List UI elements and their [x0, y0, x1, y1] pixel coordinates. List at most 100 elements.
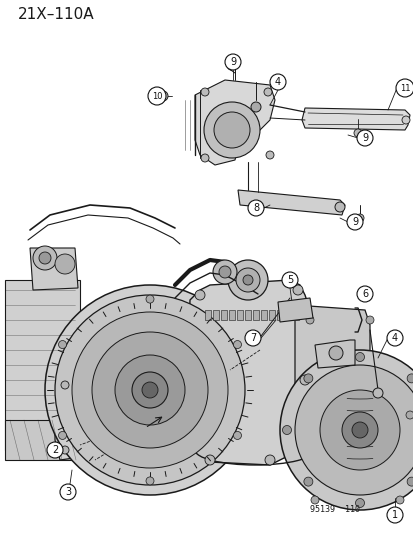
Circle shape [247, 200, 263, 216]
Circle shape [355, 214, 363, 222]
Circle shape [146, 477, 154, 485]
Text: 10: 10 [152, 92, 162, 101]
Circle shape [395, 79, 413, 97]
Polygon shape [268, 310, 274, 320]
Text: 11: 11 [399, 84, 409, 93]
Circle shape [115, 355, 185, 425]
Circle shape [228, 64, 233, 70]
Circle shape [228, 260, 267, 300]
Polygon shape [284, 310, 290, 320]
Text: 1: 1 [391, 510, 397, 520]
Polygon shape [212, 310, 218, 320]
Circle shape [406, 374, 413, 383]
Circle shape [61, 381, 69, 389]
Circle shape [356, 286, 372, 302]
Circle shape [294, 365, 413, 495]
Circle shape [356, 130, 372, 146]
Circle shape [72, 312, 228, 468]
Circle shape [386, 507, 402, 523]
Circle shape [305, 316, 313, 324]
Polygon shape [301, 108, 409, 130]
Circle shape [58, 431, 66, 439]
Circle shape [353, 129, 361, 137]
Circle shape [201, 88, 209, 96]
Text: 2: 2 [52, 445, 58, 455]
Polygon shape [228, 310, 235, 320]
Text: 21X–110A: 21X–110A [18, 6, 95, 21]
Circle shape [45, 285, 254, 495]
Circle shape [269, 74, 285, 90]
Circle shape [279, 350, 413, 510]
Polygon shape [55, 365, 165, 460]
Circle shape [341, 412, 377, 448]
Circle shape [319, 390, 399, 470]
Circle shape [195, 290, 204, 300]
Circle shape [406, 477, 413, 486]
Circle shape [292, 285, 302, 295]
Circle shape [351, 422, 367, 438]
Text: 9: 9 [229, 57, 235, 67]
Circle shape [372, 388, 382, 398]
Circle shape [355, 498, 363, 507]
Circle shape [132, 372, 168, 408]
Circle shape [47, 442, 63, 458]
Circle shape [224, 54, 240, 70]
Circle shape [158, 91, 168, 101]
Polygon shape [252, 310, 259, 320]
Polygon shape [277, 298, 312, 322]
Text: 4: 4 [391, 333, 397, 343]
Circle shape [303, 374, 312, 383]
Circle shape [233, 341, 241, 349]
Circle shape [250, 102, 260, 112]
Circle shape [204, 455, 214, 465]
Circle shape [204, 102, 259, 158]
Polygon shape [314, 340, 354, 368]
Polygon shape [221, 310, 226, 320]
Polygon shape [5, 420, 170, 460]
Circle shape [214, 112, 249, 148]
Circle shape [154, 434, 161, 442]
Circle shape [405, 411, 413, 419]
Text: 8: 8 [252, 203, 259, 213]
Polygon shape [260, 310, 266, 320]
Circle shape [263, 88, 271, 96]
Circle shape [386, 330, 402, 346]
Polygon shape [5, 280, 80, 450]
Circle shape [266, 151, 273, 159]
Polygon shape [195, 80, 274, 165]
Text: 95139  110: 95139 110 [309, 505, 359, 514]
Text: 6: 6 [361, 289, 367, 299]
Circle shape [242, 275, 252, 285]
Circle shape [212, 260, 236, 284]
Polygon shape [236, 310, 242, 320]
Circle shape [346, 214, 362, 230]
Text: 4: 4 [274, 77, 280, 87]
Circle shape [299, 375, 309, 385]
Circle shape [303, 477, 312, 486]
Circle shape [395, 496, 403, 504]
Text: 9: 9 [351, 217, 357, 227]
Circle shape [61, 446, 69, 454]
Circle shape [264, 455, 274, 465]
Circle shape [328, 346, 342, 360]
Text: 9: 9 [361, 133, 367, 143]
Circle shape [334, 202, 344, 212]
Circle shape [142, 382, 158, 398]
Circle shape [151, 368, 159, 376]
Circle shape [310, 496, 318, 504]
Polygon shape [237, 190, 344, 215]
Circle shape [39, 252, 51, 264]
Circle shape [282, 425, 291, 434]
Text: 7: 7 [249, 333, 256, 343]
Circle shape [92, 332, 207, 448]
Polygon shape [244, 310, 250, 320]
Circle shape [147, 87, 166, 105]
Polygon shape [294, 305, 369, 450]
Circle shape [244, 278, 254, 288]
Polygon shape [204, 310, 211, 320]
Circle shape [58, 341, 66, 349]
Circle shape [233, 431, 241, 439]
Circle shape [244, 330, 260, 346]
Circle shape [365, 316, 373, 324]
Circle shape [60, 484, 76, 500]
